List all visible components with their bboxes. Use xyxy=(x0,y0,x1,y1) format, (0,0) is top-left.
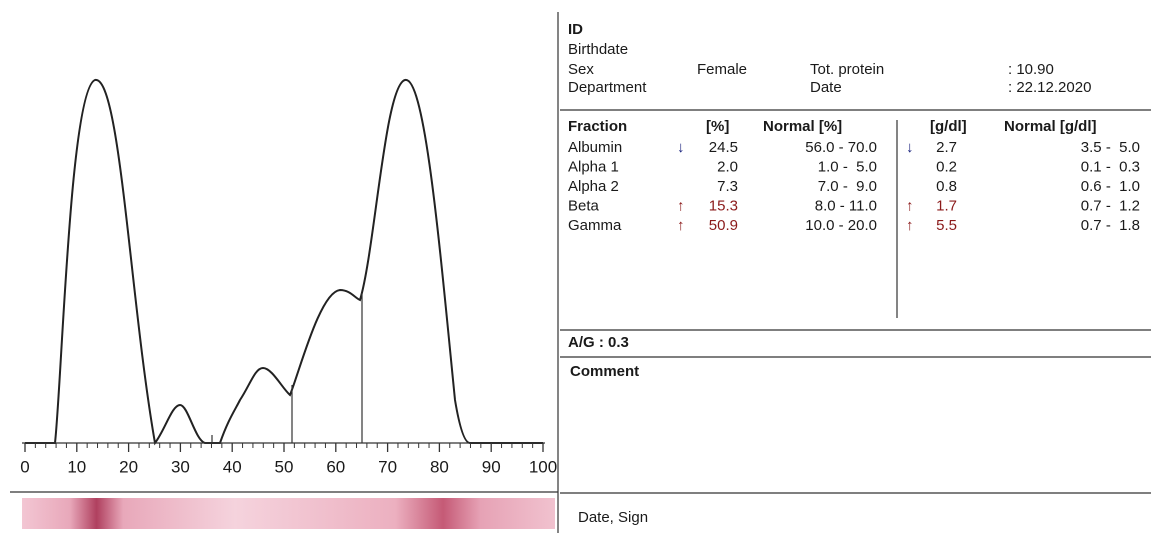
x-tick-label: 0 xyxy=(20,457,29,476)
pct-flag: ↑ xyxy=(677,217,685,234)
gdl-flag: ↓ xyxy=(906,139,914,156)
pct: 15.3 xyxy=(709,197,738,214)
id-label: ID xyxy=(568,21,583,38)
gdl: 0.2 xyxy=(936,158,957,175)
x-tick-label: 100 xyxy=(529,457,557,476)
x-tick-label: 50 xyxy=(275,457,294,476)
gdl-normal: 3.5 - 5.0 xyxy=(1081,139,1140,156)
fraction: Gamma xyxy=(568,217,622,234)
sign-label: Date, Sign xyxy=(578,509,648,526)
pct: 2.0 xyxy=(717,158,738,175)
pct: 50.9 xyxy=(709,217,738,234)
table-header: Normal [g/dl] xyxy=(1004,118,1097,135)
comment-label: Comment xyxy=(570,363,639,380)
pct: 7.3 xyxy=(717,178,738,195)
table-header: Normal [%] xyxy=(763,118,842,135)
x-tick-label: 60 xyxy=(326,457,345,476)
table-header: [g/dl] xyxy=(930,118,967,135)
gdl-normal: 0.1 - 0.3 xyxy=(1081,158,1140,175)
sex-label: Sex xyxy=(568,61,594,78)
department-label: Department xyxy=(568,79,647,96)
x-tick-label: 30 xyxy=(171,457,190,476)
x-tick-label: 20 xyxy=(119,457,138,476)
fraction: Beta xyxy=(568,197,600,214)
pct-normal: 8.0 - 11.0 xyxy=(815,197,877,214)
gdl: 2.7 xyxy=(936,139,957,156)
date-label: Date xyxy=(810,79,842,96)
pct-flag: ↓ xyxy=(677,139,685,156)
x-tick-label: 10 xyxy=(67,457,86,476)
gdl-normal: 0.7 - 1.2 xyxy=(1081,197,1140,214)
ag-ratio: A/G : 0.3 xyxy=(568,334,629,351)
gel-strip xyxy=(22,498,555,529)
gdl-normal: 0.6 - 1.0 xyxy=(1081,178,1140,195)
densitometry-curve xyxy=(25,79,543,446)
fraction: Albumin xyxy=(568,139,622,156)
fraction: Alpha 2 xyxy=(568,178,619,195)
pct: 24.5 xyxy=(709,139,738,156)
sex: Female xyxy=(697,61,747,78)
x-tick-label: 80 xyxy=(430,457,449,476)
gdl-flag: ↑ xyxy=(906,217,914,234)
pct-normal: 56.0 - 70.0 xyxy=(805,139,877,156)
date: : 22.12.2020 xyxy=(1008,79,1091,96)
gdl: 0.8 xyxy=(936,178,957,195)
gdl: 5.5 xyxy=(936,217,957,234)
pct-normal: 1.0 - 5.0 xyxy=(818,158,877,175)
total-protein-label: Tot. protein xyxy=(810,61,884,78)
birthdate-label: Birthdate xyxy=(568,41,628,58)
pct-flag: ↑ xyxy=(677,197,685,214)
gdl-flag: ↑ xyxy=(906,197,914,214)
total-protein: : 10.90 xyxy=(1008,61,1054,78)
pct-normal: 10.0 - 20.0 xyxy=(805,217,877,234)
fraction: Alpha 1 xyxy=(568,158,619,175)
pct-normal: 7.0 - 9.0 xyxy=(818,178,877,195)
x-tick-label: 70 xyxy=(378,457,397,476)
table-header: Fraction xyxy=(568,118,627,135)
x-tick-label: 40 xyxy=(223,457,242,476)
table-header: [%] xyxy=(706,118,729,135)
gdl-normal: 0.7 - 1.8 xyxy=(1081,217,1140,234)
gdl: 1.7 xyxy=(936,197,957,214)
x-tick-label: 90 xyxy=(482,457,501,476)
